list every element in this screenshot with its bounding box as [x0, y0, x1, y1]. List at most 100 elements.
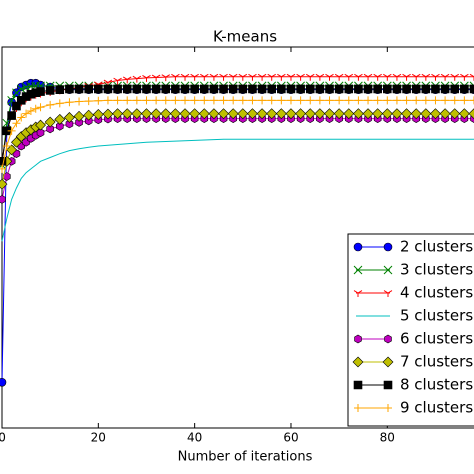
data-point — [402, 84, 411, 94]
data-point — [420, 108, 432, 120]
data-point — [277, 84, 286, 94]
data-point — [470, 96, 474, 105]
data-point — [132, 96, 141, 105]
data-point — [123, 96, 132, 105]
data-point — [219, 73, 228, 81]
data-point — [169, 108, 181, 120]
data-point — [55, 99, 64, 108]
data-point — [7, 126, 16, 135]
data-point — [238, 73, 248, 81]
data-point — [113, 96, 122, 105]
data-point — [84, 84, 93, 94]
legend-label: 5 clusters — [400, 307, 473, 325]
data-point — [344, 73, 354, 81]
data-point — [56, 121, 64, 131]
data-point — [364, 96, 373, 105]
data-point — [190, 84, 199, 94]
data-point — [334, 84, 344, 94]
data-point — [421, 84, 431, 94]
data-point — [84, 116, 93, 126]
data-point — [208, 108, 220, 120]
data-point — [161, 74, 171, 82]
data-point — [324, 108, 335, 120]
data-point — [440, 84, 450, 94]
data-point — [441, 96, 450, 105]
data-point — [460, 96, 469, 105]
data-point — [325, 84, 334, 94]
data-point — [31, 104, 40, 113]
data-point — [373, 73, 382, 81]
data-point — [151, 84, 161, 94]
data-point — [460, 73, 469, 81]
data-point — [150, 108, 162, 120]
data-point — [335, 96, 344, 105]
chart-title: K-means — [213, 28, 277, 46]
data-point — [65, 98, 74, 107]
data-point — [248, 96, 257, 105]
data-point — [171, 84, 180, 94]
legend-swatch — [353, 290, 363, 297]
legend-label: 7 clusters — [400, 353, 473, 371]
data-point — [35, 119, 46, 131]
data-point — [190, 96, 199, 105]
data-point — [113, 84, 122, 94]
data-point — [0, 377, 7, 387]
data-point — [450, 96, 459, 105]
data-point — [383, 73, 392, 81]
data-point — [286, 84, 296, 94]
data-point — [132, 75, 142, 83]
data-point — [257, 73, 267, 81]
data-point — [0, 178, 8, 190]
data-point — [161, 84, 171, 94]
data-point — [275, 108, 287, 120]
data-point — [431, 73, 440, 81]
data-point — [103, 84, 113, 94]
data-point — [2, 142, 11, 151]
data-point — [305, 84, 315, 94]
data-point — [122, 76, 132, 84]
data-point — [64, 112, 75, 123]
data-point — [73, 110, 85, 122]
legend-swatch — [353, 265, 363, 275]
data-point — [200, 73, 209, 81]
data-point — [218, 108, 229, 120]
data-point — [180, 84, 190, 94]
data-point — [141, 108, 152, 120]
data-point — [7, 111, 16, 120]
data-point — [440, 73, 450, 81]
legend-swatch — [382, 356, 394, 368]
data-point — [228, 84, 238, 94]
data-point — [121, 108, 133, 120]
data-point — [354, 84, 363, 94]
data-point — [45, 86, 55, 95]
data-point — [266, 108, 278, 120]
data-point — [421, 96, 430, 105]
data-point — [11, 136, 22, 148]
data-point — [199, 84, 209, 94]
data-point — [314, 108, 326, 120]
data-point — [402, 96, 411, 105]
legend-swatch — [354, 334, 362, 344]
data-point — [354, 73, 363, 81]
data-point — [161, 96, 170, 105]
data-point — [209, 73, 219, 81]
data-point — [113, 77, 122, 85]
data-point — [412, 96, 421, 105]
data-point — [22, 109, 31, 118]
data-point — [421, 73, 431, 81]
data-point — [92, 109, 104, 120]
data-point — [36, 87, 45, 96]
data-point — [344, 84, 354, 94]
data-point — [65, 84, 74, 94]
data-point — [383, 84, 392, 94]
data-point — [12, 119, 21, 128]
data-point — [286, 73, 296, 81]
data-point — [344, 96, 353, 105]
data-point — [180, 73, 190, 81]
legend-box — [347, 233, 474, 427]
data-point — [238, 84, 248, 94]
data-point — [84, 97, 93, 106]
data-point — [362, 108, 374, 120]
data-point — [209, 84, 219, 94]
data-point — [315, 84, 325, 94]
